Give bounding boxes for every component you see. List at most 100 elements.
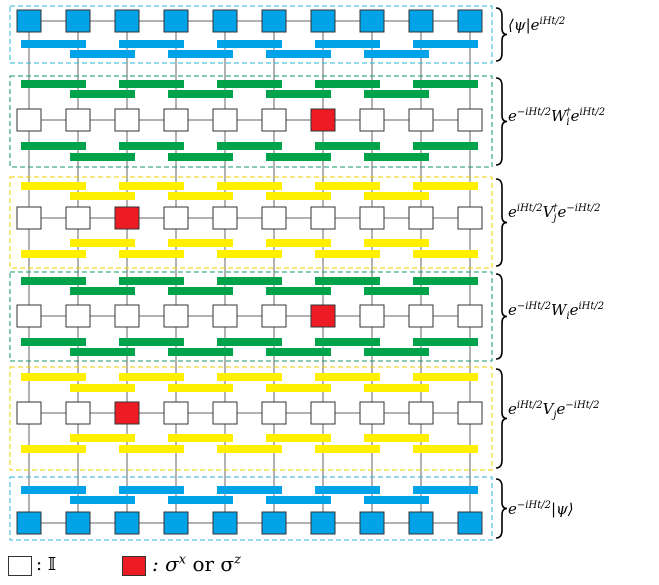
gate-bar	[168, 239, 233, 247]
identity-site	[16, 304, 42, 328]
gate-bar	[266, 434, 331, 442]
gate-bar	[364, 239, 429, 247]
state-tensor	[261, 511, 287, 535]
gate-bar	[168, 384, 233, 392]
gate-bar	[413, 182, 478, 190]
gate-bar	[413, 277, 478, 285]
identity-site	[65, 401, 91, 425]
identity-site	[457, 108, 483, 132]
gate-bar	[413, 40, 478, 48]
state-tensor	[114, 9, 140, 33]
identity-site	[163, 304, 189, 328]
identity-site	[16, 401, 42, 425]
gate-bar	[217, 486, 282, 494]
label-w-dagger: e−iHt/2Wi†eiHt/2	[508, 107, 606, 128]
gate-bar	[21, 338, 86, 346]
gate-bar	[266, 239, 331, 247]
gate-bar	[70, 496, 135, 504]
identity-site	[65, 304, 91, 328]
state-tensor	[212, 9, 238, 33]
gate-bar	[119, 80, 184, 88]
gate-bar	[70, 434, 135, 442]
state-tensor	[163, 511, 189, 535]
gate-bar	[413, 445, 478, 453]
identity-site	[212, 401, 238, 425]
gate-bar	[266, 496, 331, 504]
layer-frame-v	[9, 366, 493, 471]
identity-site	[261, 108, 287, 132]
gate-bar	[364, 153, 429, 161]
pauli-site	[310, 304, 336, 328]
gate-bar	[168, 496, 233, 504]
gate-bar	[217, 445, 282, 453]
gate-bar	[364, 496, 429, 504]
gate-bar	[315, 142, 380, 150]
gate-bar	[364, 90, 429, 98]
state-tensor	[65, 9, 91, 33]
pauli-site	[114, 401, 140, 425]
gate-bar	[70, 239, 135, 247]
identity-site	[212, 206, 238, 230]
gate-bar	[413, 338, 478, 346]
state-tensor	[359, 9, 385, 33]
gate-bar	[70, 192, 135, 200]
identity-site	[16, 206, 42, 230]
gate-bar	[70, 90, 135, 98]
label-w: e−iHt/2WieiHt/2	[508, 301, 605, 322]
gate-bar	[315, 373, 380, 381]
gate-bar	[315, 182, 380, 190]
pauli-site	[114, 206, 140, 230]
gate-bar	[168, 434, 233, 442]
state-tensor	[16, 511, 42, 535]
gate-bar	[21, 486, 86, 494]
label-v-dagger: eiHt/2Vj†e−iHt/2	[508, 203, 601, 224]
identity-site	[261, 206, 287, 230]
state-tensor	[212, 511, 238, 535]
state-tensor	[457, 511, 483, 535]
gate-bar	[413, 80, 478, 88]
gate-bar	[119, 445, 184, 453]
gate-bar	[119, 40, 184, 48]
gate-bar	[364, 434, 429, 442]
layer-frame-bra	[9, 5, 493, 64]
layer-frame-w-dagger	[9, 75, 493, 168]
gate-bar	[168, 192, 233, 200]
gate-bar	[413, 486, 478, 494]
gate-bar	[315, 277, 380, 285]
identity-site	[408, 206, 434, 230]
gate-bar	[217, 250, 282, 258]
gate-bar	[266, 192, 331, 200]
identity-site	[65, 108, 91, 132]
identity-site	[359, 206, 385, 230]
pauli-site	[310, 108, 336, 132]
state-tensor	[65, 511, 91, 535]
label-v: eiHt/2Vje−iHt/2	[508, 400, 600, 421]
label-bra: ⟨ψ|eiHt/2	[508, 16, 566, 34]
state-tensor	[408, 9, 434, 33]
legend-pauli-label: : σx or σz	[152, 552, 241, 576]
state-tensor	[114, 511, 140, 535]
gate-bar	[21, 373, 86, 381]
gate-bar	[119, 182, 184, 190]
legend-identity-swatch	[8, 556, 32, 576]
gate-bar	[315, 80, 380, 88]
gate-bar	[364, 348, 429, 356]
gate-bar	[266, 384, 331, 392]
gate-bar	[168, 287, 233, 295]
gate-bar	[168, 348, 233, 356]
gate-bar	[21, 445, 86, 453]
gate-bar	[21, 182, 86, 190]
state-tensor	[310, 9, 336, 33]
gate-bar	[413, 250, 478, 258]
gate-bar	[70, 153, 135, 161]
gate-bar	[364, 384, 429, 392]
gate-bar	[315, 250, 380, 258]
identity-site	[359, 108, 385, 132]
gate-bar	[217, 40, 282, 48]
identity-site	[457, 401, 483, 425]
brace-w	[495, 273, 508, 360]
layer-frame-v-dagger	[9, 176, 493, 269]
gate-bar	[217, 182, 282, 190]
gate-bar	[413, 142, 478, 150]
identity-site	[16, 108, 42, 132]
